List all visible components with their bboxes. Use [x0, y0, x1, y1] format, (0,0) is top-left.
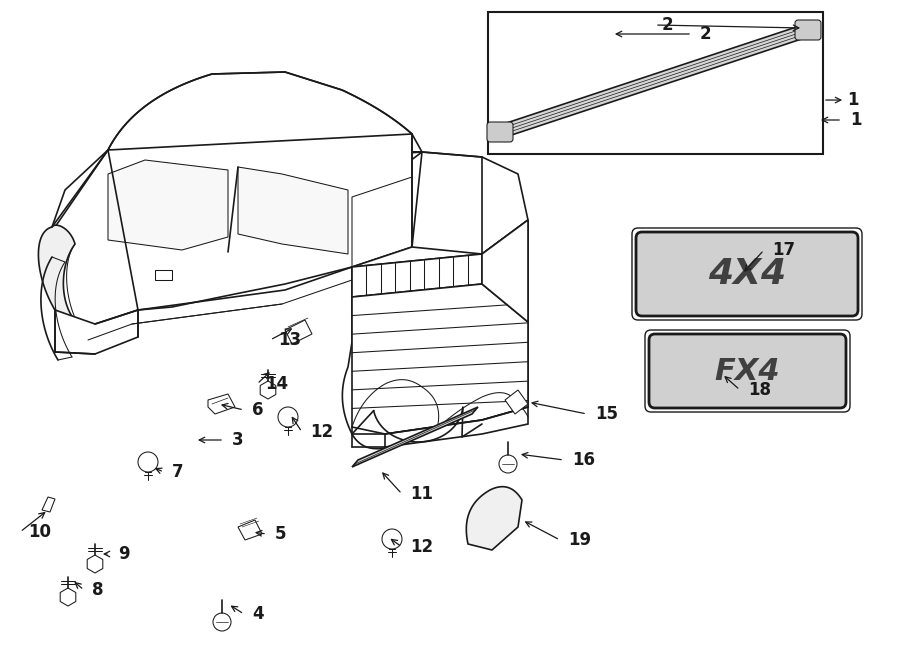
- Circle shape: [278, 407, 298, 427]
- Bar: [488, 12, 823, 154]
- Text: 2: 2: [662, 16, 673, 34]
- Polygon shape: [342, 220, 528, 449]
- Polygon shape: [60, 588, 76, 606]
- Polygon shape: [260, 381, 275, 399]
- Polygon shape: [285, 320, 312, 344]
- Polygon shape: [498, 24, 810, 138]
- Circle shape: [138, 452, 158, 472]
- Text: 12: 12: [410, 538, 433, 556]
- Polygon shape: [412, 152, 482, 280]
- Polygon shape: [108, 160, 228, 250]
- Polygon shape: [352, 284, 528, 434]
- Polygon shape: [385, 407, 528, 447]
- FancyBboxPatch shape: [795, 20, 821, 40]
- Polygon shape: [505, 390, 528, 414]
- Text: 17: 17: [772, 241, 795, 259]
- Text: FX4: FX4: [715, 357, 780, 385]
- Polygon shape: [482, 220, 528, 322]
- Text: 14: 14: [265, 375, 288, 393]
- Circle shape: [213, 613, 231, 631]
- Text: 5: 5: [275, 525, 286, 543]
- Polygon shape: [238, 520, 262, 540]
- Polygon shape: [352, 254, 482, 297]
- Text: 3: 3: [232, 431, 244, 449]
- FancyBboxPatch shape: [649, 334, 846, 408]
- Text: 15: 15: [595, 405, 618, 423]
- Polygon shape: [55, 310, 138, 354]
- Polygon shape: [155, 270, 172, 280]
- Text: 4X4: 4X4: [708, 257, 786, 291]
- Text: 2: 2: [700, 25, 712, 43]
- FancyBboxPatch shape: [487, 122, 513, 142]
- Polygon shape: [352, 407, 478, 467]
- Text: 1: 1: [847, 91, 859, 109]
- Circle shape: [499, 455, 517, 473]
- Text: 19: 19: [568, 531, 591, 549]
- Polygon shape: [208, 394, 235, 414]
- Polygon shape: [87, 555, 103, 573]
- Polygon shape: [466, 487, 522, 550]
- Circle shape: [382, 529, 402, 549]
- FancyBboxPatch shape: [636, 232, 858, 316]
- Text: 4: 4: [252, 605, 264, 623]
- Text: 16: 16: [572, 451, 595, 469]
- Polygon shape: [39, 225, 78, 324]
- Polygon shape: [52, 150, 142, 324]
- Text: 12: 12: [310, 423, 333, 441]
- Polygon shape: [55, 134, 412, 327]
- Text: 8: 8: [92, 581, 104, 599]
- Text: 7: 7: [172, 463, 184, 481]
- Text: 9: 9: [118, 545, 130, 563]
- Text: 13: 13: [278, 331, 302, 349]
- Polygon shape: [42, 497, 55, 512]
- Text: 1: 1: [850, 111, 861, 129]
- Text: 10: 10: [28, 523, 51, 541]
- Polygon shape: [108, 72, 422, 204]
- Polygon shape: [238, 167, 348, 254]
- Text: 11: 11: [410, 485, 433, 503]
- Text: 6: 6: [252, 401, 264, 419]
- Text: 18: 18: [748, 381, 771, 399]
